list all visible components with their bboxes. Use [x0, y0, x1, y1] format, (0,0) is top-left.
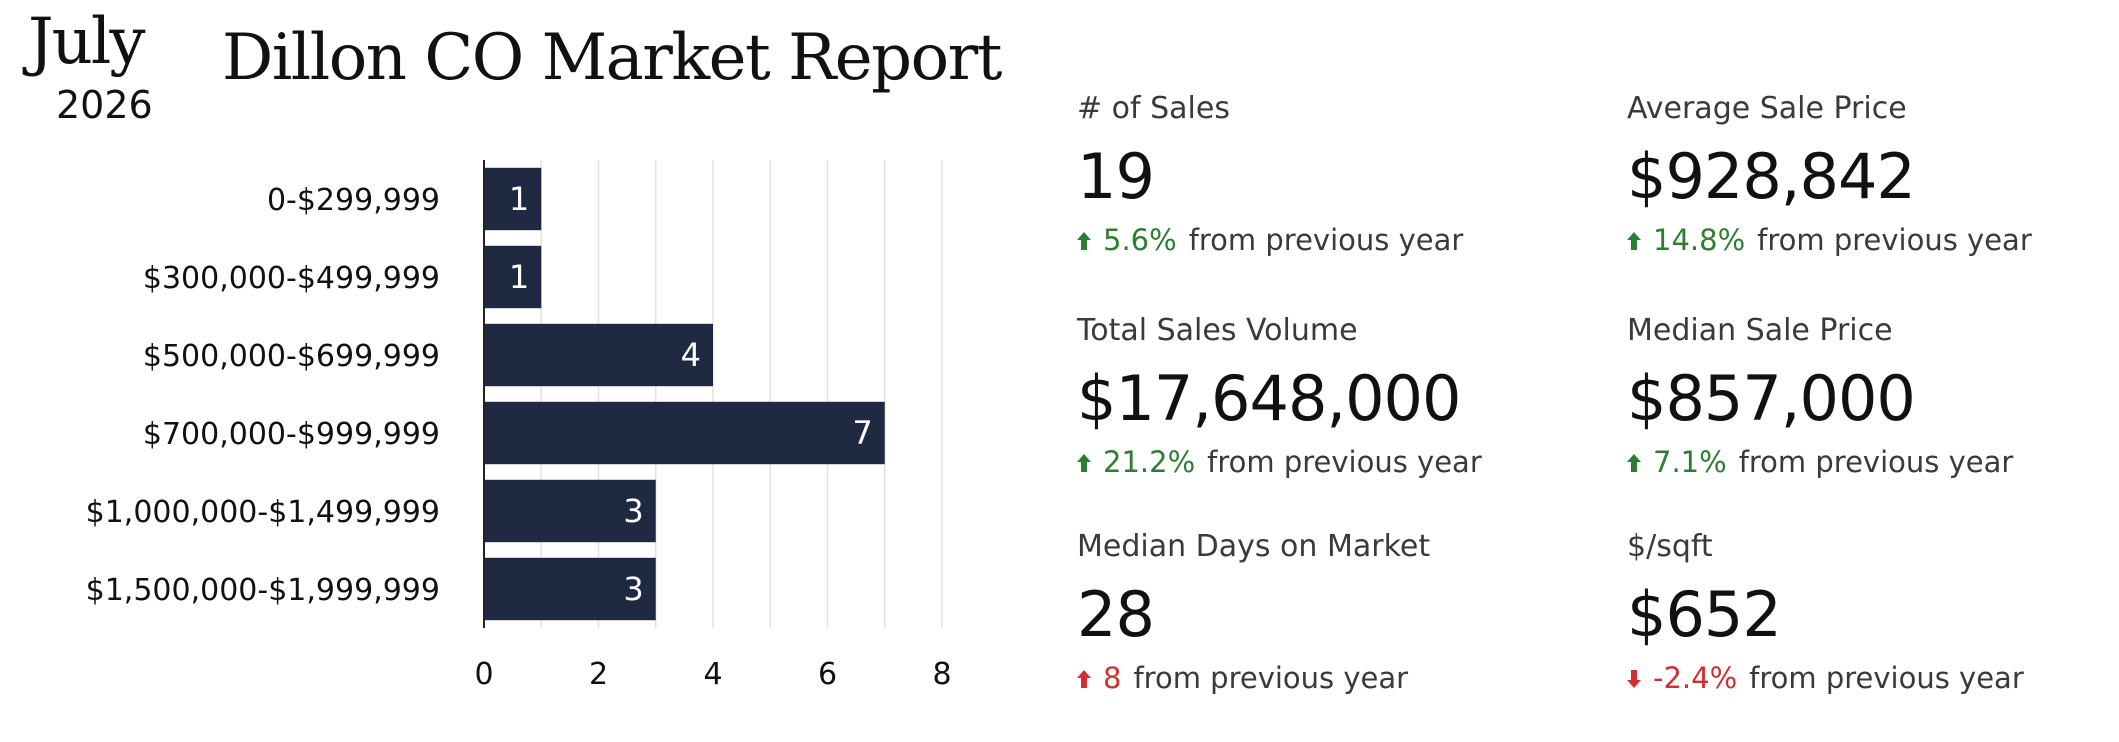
bar: [484, 167, 542, 231]
stat-change-suffix: from previous year: [1738, 445, 2014, 479]
arrow-up-icon: [1627, 452, 1641, 474]
bar-value-label: 1: [509, 258, 529, 296]
category-label: $300,000-$499,999: [143, 261, 440, 296]
arrow-up-icon: [1077, 668, 1091, 690]
stat-change-suffix: from previous year: [1207, 445, 1482, 479]
category-label: $1,000,000-$1,499,999: [86, 495, 440, 530]
category-label: $500,000-$699,999: [143, 339, 440, 374]
report-title: Dillon CO Market Report: [222, 21, 1002, 95]
stat-change-value: 14.8%: [1653, 223, 1746, 257]
bar-value-label: 7: [852, 414, 872, 452]
x-tick-label: 8: [932, 657, 951, 692]
stat-value: $857,000: [1627, 362, 1916, 435]
stat-median-days-on-market: Median Days on Market 28 8 from previous…: [1077, 532, 1597, 693]
stat-label: Total Sales Volume: [1077, 313, 1358, 348]
stat-change-suffix: from previous year: [1133, 661, 1409, 695]
bar-value-label: 4: [681, 336, 701, 374]
stat-change-value: 5.6%: [1103, 223, 1177, 257]
stat-value: $652: [1627, 578, 1782, 651]
bar-value-label: 1: [509, 180, 529, 218]
stat-value: $928,842: [1627, 140, 1916, 213]
x-tick-label: 0: [474, 657, 493, 692]
arrow-up-icon: [1077, 452, 1091, 474]
stat-price-per-sqft: $/sqft $652 -2.4% from previous year: [1627, 532, 2119, 693]
bar: [484, 557, 656, 621]
stat-label: # of Sales: [1077, 91, 1230, 126]
stat-change-value: 8: [1103, 661, 1122, 695]
price-range-bar-chart: 1 0-$299,999 1 $300,000-$499,999 4 $500,000-$…: [86, 160, 952, 692]
stat-change: 7.1% from previous year: [1627, 448, 2119, 477]
stat-change-value: 7.1%: [1653, 445, 1727, 479]
stat-change: 5.6% from previous year: [1077, 226, 1597, 255]
stat-change-value: 21.2%: [1103, 445, 1196, 479]
stat-change: 14.8% from previous year: [1627, 226, 2119, 255]
stat-average-sale-price: Average Sale Price $928,842 14.8% from p…: [1627, 94, 2119, 255]
stat-change-suffix: from previous year: [1757, 223, 2032, 257]
stat-label: Median Days on Market: [1077, 529, 1431, 564]
stat-value: $17,648,000: [1077, 362, 1461, 435]
stat-value: 28: [1077, 578, 1155, 651]
bar: [484, 479, 656, 543]
x-tick-label: 6: [818, 657, 837, 692]
category-label: $1,500,000-$1,999,999: [86, 573, 440, 608]
arrow-up-icon: [1627, 230, 1641, 252]
stat-label: Average Sale Price: [1627, 91, 1907, 126]
arrow-down-icon: [1627, 668, 1641, 690]
report-year: 2026: [56, 83, 153, 127]
x-tick-label: 2: [589, 657, 608, 692]
stat-change-suffix: from previous year: [1749, 661, 2024, 695]
bar: [484, 245, 542, 309]
arrow-up-icon: [1077, 230, 1091, 252]
stat-change: 8 from previous year: [1077, 664, 1597, 693]
stat-value: 19: [1077, 140, 1155, 213]
report-month: July: [28, 5, 145, 79]
bar-value-label: 3: [623, 570, 643, 608]
stat-label: Median Sale Price: [1627, 313, 1893, 348]
stat-median-sale-price: Median Sale Price $857,000 7.1% from pre…: [1627, 316, 2119, 477]
stat-change-suffix: from previous year: [1188, 223, 1464, 257]
stat-total-sales-volume: Total Sales Volume $17,648,000 21.2% fro…: [1077, 316, 1597, 477]
bar: [484, 401, 885, 465]
stat-number-of-sales: # of Sales 19 5.6% from previous year: [1077, 94, 1597, 255]
category-label: $700,000-$999,999: [143, 417, 440, 452]
category-label: 0-$299,999: [267, 183, 440, 218]
bar: [484, 323, 713, 387]
stat-change: 21.2% from previous year: [1077, 448, 1597, 477]
stat-change-value: -2.4%: [1653, 661, 1738, 695]
stat-change: -2.4% from previous year: [1627, 664, 2119, 693]
bar-value-label: 3: [623, 492, 643, 530]
x-tick-label: 4: [703, 657, 722, 692]
stat-label: $/sqft: [1627, 529, 1713, 564]
